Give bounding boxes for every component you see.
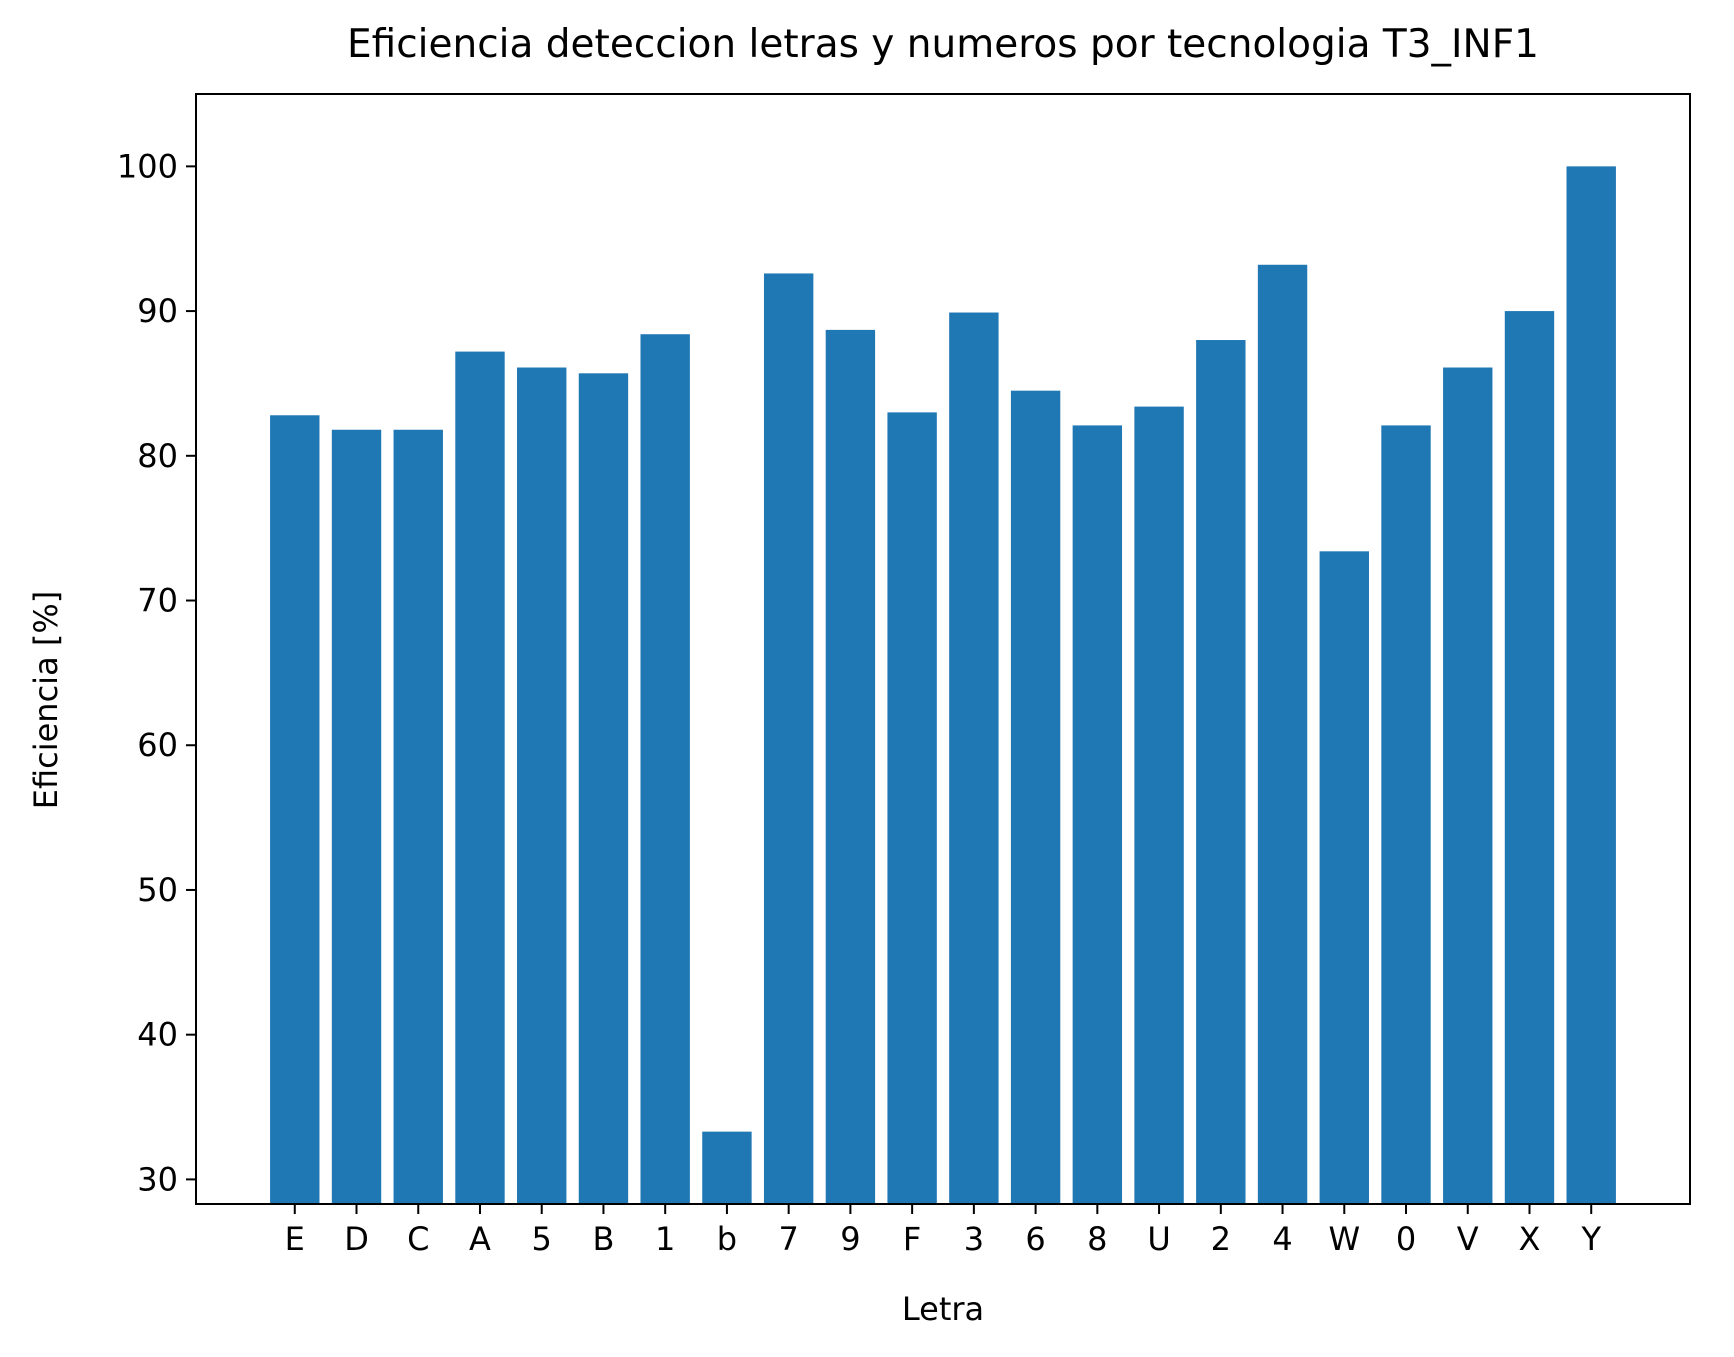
bar-X [1504, 311, 1555, 1204]
bar-B [578, 373, 629, 1205]
x-tick-label: b [717, 1220, 737, 1258]
y-tick-label: 90 [137, 292, 178, 330]
bar-C [393, 429, 443, 1205]
bar-F [887, 412, 937, 1204]
bar-6 [1010, 390, 1061, 1204]
x-tick-label: 8 [1087, 1220, 1107, 1258]
bar-1 [640, 334, 690, 1204]
x-tick-label: X [1519, 1220, 1541, 1258]
y-tick-label: 40 [137, 1016, 178, 1054]
bar-U [1134, 406, 1184, 1205]
x-tick-label: 9 [840, 1220, 860, 1258]
x-tick-label: V [1457, 1220, 1479, 1258]
x-tick-label: 0 [1396, 1220, 1416, 1258]
x-tick-label: A [469, 1220, 491, 1258]
bar-3 [949, 312, 999, 1204]
y-tick-label: 80 [137, 437, 178, 475]
y-tick-label: 70 [137, 582, 178, 620]
y-axis: 30 40 50 60 70 80 90 100 [117, 147, 196, 1198]
bar-b [702, 1131, 752, 1204]
bar-2 [1196, 340, 1246, 1205]
x-tick-label: 6 [1025, 1220, 1045, 1258]
x-tick-label: Y [1580, 1220, 1601, 1258]
bar-E [270, 415, 320, 1204]
bars-group [270, 166, 1616, 1205]
bar-4 [1257, 264, 1308, 1204]
x-tick-label: W [1328, 1220, 1360, 1258]
x-tick-label: 2 [1211, 1220, 1231, 1258]
x-tick-label: 7 [778, 1220, 798, 1258]
bar-D [331, 429, 382, 1205]
y-tick-label: 100 [117, 147, 178, 185]
bar-W [1319, 551, 1369, 1204]
bar-V [1443, 367, 1493, 1204]
chart-title: Eficiencia deteccion letras y numeros po… [347, 22, 1539, 67]
bar-9 [825, 329, 876, 1205]
bar-8 [1072, 425, 1123, 1204]
bar-7 [763, 273, 814, 1205]
x-tick-label: C [407, 1220, 429, 1258]
x-tick-label: D [344, 1220, 369, 1258]
x-tick-label: 4 [1272, 1220, 1292, 1258]
bar-0 [1381, 425, 1431, 1204]
y-tick-label: 60 [137, 726, 178, 764]
x-tick-label: 3 [964, 1220, 984, 1258]
y-tick-label: 50 [137, 871, 178, 909]
x-tick-label: 1 [655, 1220, 675, 1258]
x-tick-label: 5 [532, 1220, 552, 1258]
x-tick-label: F [903, 1220, 921, 1258]
x-tick-label: E [285, 1220, 305, 1258]
x-tick-label: U [1147, 1220, 1170, 1258]
x-tick-label: B [592, 1220, 614, 1258]
bar-5 [517, 367, 567, 1204]
bar-Y [1566, 166, 1616, 1204]
bar-A [455, 351, 505, 1204]
x-axis-label: Letra [901, 1290, 985, 1328]
plot-frame [195, 93, 1691, 1205]
y-tick-label: 30 [137, 1160, 178, 1198]
